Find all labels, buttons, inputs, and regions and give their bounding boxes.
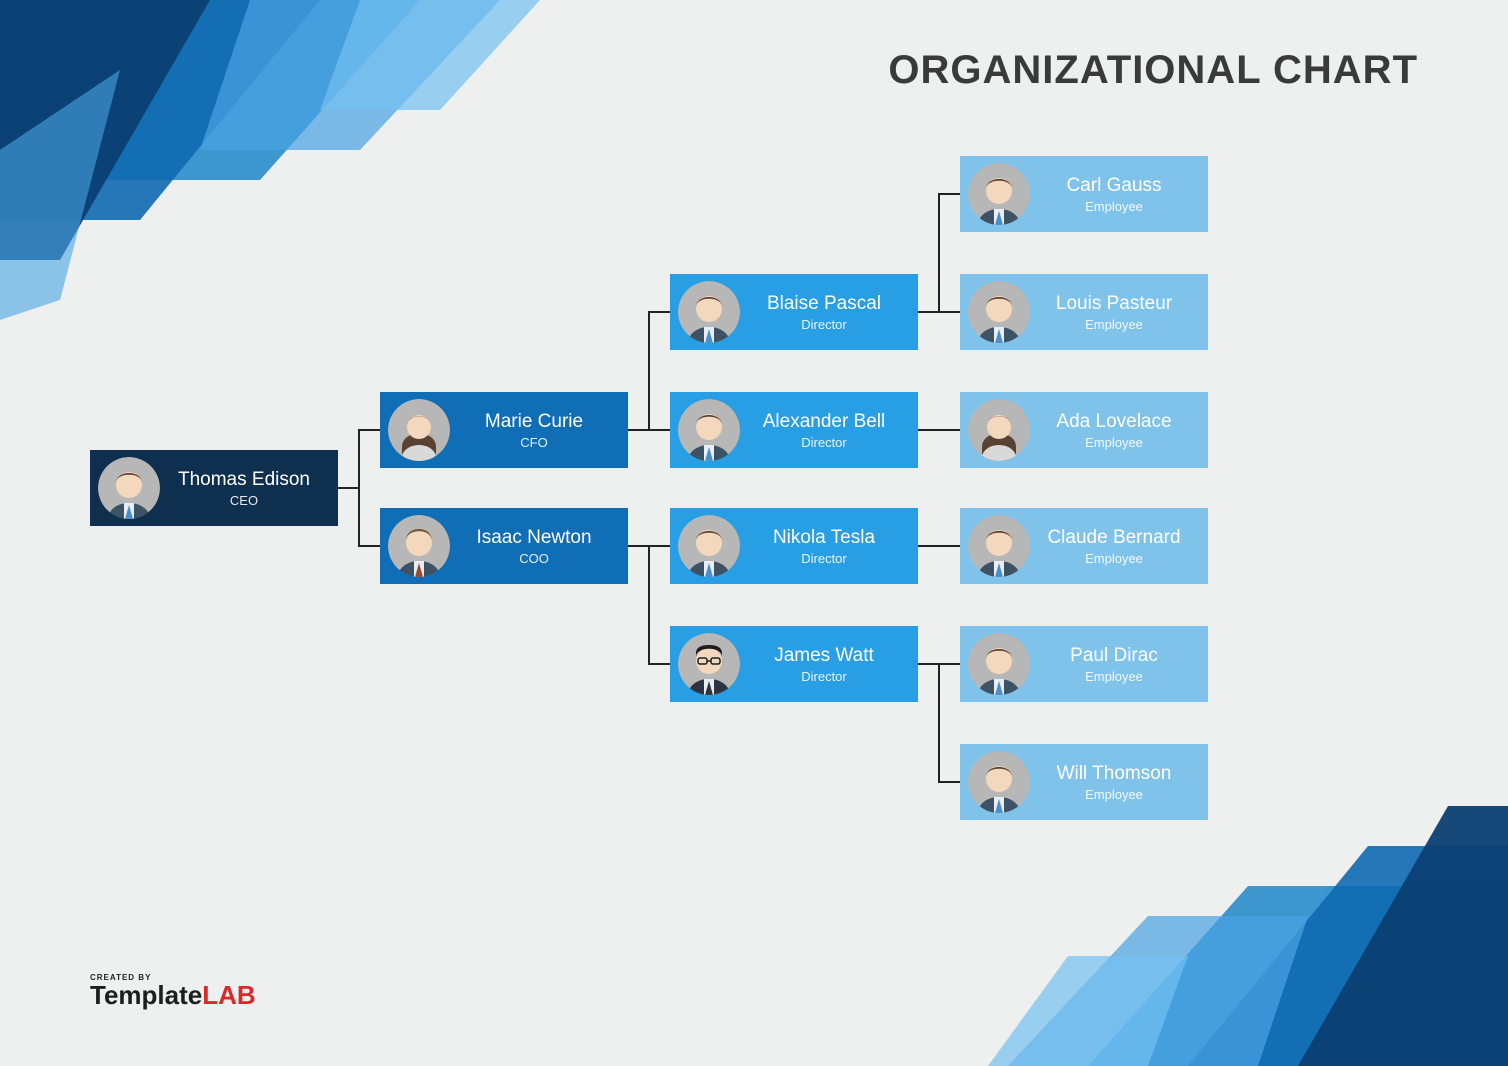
node-role: CFO bbox=[450, 435, 618, 450]
org-node-coo: Isaac Newton COO bbox=[380, 508, 628, 584]
node-name: Isaac Newton bbox=[450, 527, 618, 549]
node-role: COO bbox=[450, 551, 618, 566]
org-node-d1: Blaise Pascal Director bbox=[670, 274, 918, 350]
org-node-e5: Paul Dirac Employee bbox=[960, 626, 1208, 702]
brand-name-right: LAB bbox=[202, 980, 255, 1010]
avatar-icon bbox=[968, 633, 1030, 695]
avatar-icon bbox=[678, 281, 740, 343]
node-role: Director bbox=[740, 669, 908, 684]
org-node-d3: Nikola Tesla Director bbox=[670, 508, 918, 584]
node-role: Employee bbox=[1030, 435, 1198, 450]
node-name: Ada Lovelace bbox=[1030, 411, 1198, 433]
avatar-icon bbox=[968, 515, 1030, 577]
node-name: Nikola Tesla bbox=[740, 527, 908, 549]
org-node-e1: Carl Gauss Employee bbox=[960, 156, 1208, 232]
node-role: Employee bbox=[1030, 199, 1198, 214]
avatar-icon bbox=[968, 163, 1030, 225]
node-role: Employee bbox=[1030, 317, 1198, 332]
org-node-ceo: Thomas Edison CEO bbox=[90, 450, 338, 526]
node-name: James Watt bbox=[740, 645, 908, 667]
node-name: Thomas Edison bbox=[160, 469, 328, 491]
avatar-icon bbox=[968, 281, 1030, 343]
avatar-icon bbox=[678, 515, 740, 577]
org-node-e6: Will Thomson Employee bbox=[960, 744, 1208, 820]
node-name: Paul Dirac bbox=[1030, 645, 1198, 667]
node-role: Employee bbox=[1030, 551, 1198, 566]
org-chart: Thomas Edison CEO Marie Curie CFO Isaac Newt… bbox=[0, 0, 1508, 1066]
avatar-icon bbox=[678, 633, 740, 695]
avatar-icon bbox=[98, 457, 160, 519]
avatar-icon bbox=[388, 515, 450, 577]
avatar-icon bbox=[968, 399, 1030, 461]
node-name: Claude Bernard bbox=[1030, 527, 1198, 549]
org-node-e2: Louis Pasteur Employee bbox=[960, 274, 1208, 350]
avatar-icon bbox=[678, 399, 740, 461]
footer-brand: CREATED BY TemplateLAB bbox=[90, 973, 256, 1008]
node-name: Blaise Pascal bbox=[740, 293, 908, 315]
org-node-d4: James Watt Director bbox=[670, 626, 918, 702]
org-node-e4: Claude Bernard Employee bbox=[960, 508, 1208, 584]
brand-name-left: Template bbox=[90, 980, 202, 1010]
node-name: Will Thomson bbox=[1030, 763, 1198, 785]
node-role: Director bbox=[740, 435, 908, 450]
org-node-d2: Alexander Bell Director bbox=[670, 392, 918, 468]
node-role: CEO bbox=[160, 493, 328, 508]
node-role: Employee bbox=[1030, 787, 1198, 802]
node-name: Carl Gauss bbox=[1030, 175, 1198, 197]
node-role: Director bbox=[740, 551, 908, 566]
org-node-e3: Ada Lovelace Employee bbox=[960, 392, 1208, 468]
node-name: Marie Curie bbox=[450, 411, 618, 433]
org-node-cfo: Marie Curie CFO bbox=[380, 392, 628, 468]
node-role: Director bbox=[740, 317, 908, 332]
avatar-icon bbox=[968, 751, 1030, 813]
node-name: Louis Pasteur bbox=[1030, 293, 1198, 315]
node-role: Employee bbox=[1030, 669, 1198, 684]
avatar-icon bbox=[388, 399, 450, 461]
node-name: Alexander Bell bbox=[740, 411, 908, 433]
